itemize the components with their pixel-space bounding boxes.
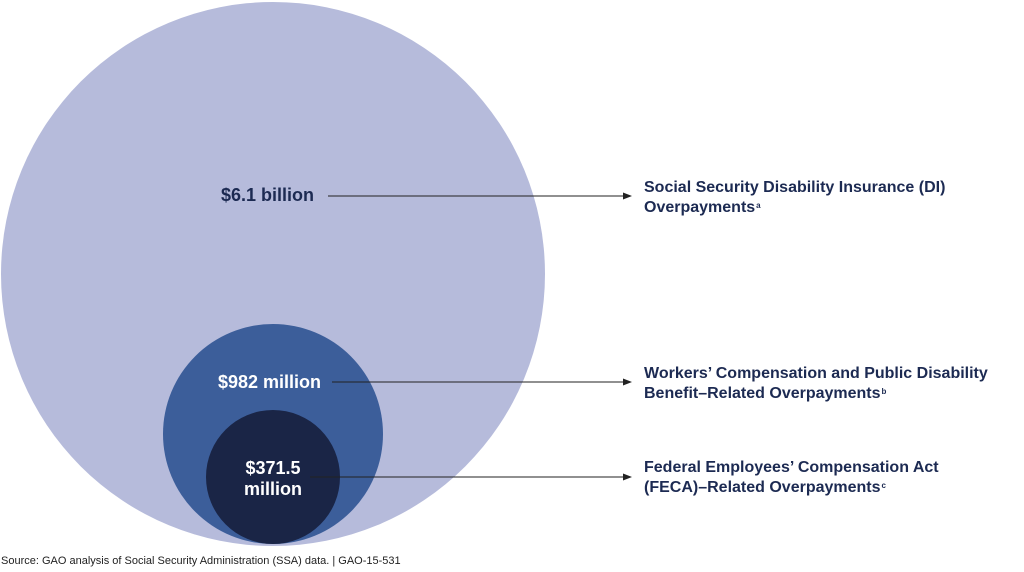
feca-value-label: $371.5 million <box>233 458 313 500</box>
feca-leader-arrowhead <box>623 473 632 481</box>
feca-value-line1: $371.5 <box>245 458 301 478</box>
di-category-line2: Overpaymentsa <box>644 199 761 216</box>
di-category-line1: Social Security Disability Insurance (DI… <box>644 179 946 196</box>
di-footnote-marker: a <box>756 201 761 210</box>
di-leader-arrowhead <box>623 192 632 200</box>
di-category-label: Social Security Disability Insurance (DI… <box>644 178 945 218</box>
feca-category-line1: Federal Employees’ Compensation Act <box>644 459 939 476</box>
di-overpayments-circle <box>1 2 545 546</box>
source-note: Source: GAO analysis of Social Security … <box>1 555 401 567</box>
di-value-label: $6.1 billion <box>221 185 315 205</box>
feca-value-line2: million <box>244 479 302 499</box>
workers-comp-footnote-marker: b <box>881 387 887 396</box>
feca-footnote-marker: c <box>881 481 886 490</box>
workers-comp-category-label: Workers’ Compensation and Public Disabil… <box>644 364 988 404</box>
feca-category-line2: (FECA)–Related Overpaymentsc <box>644 479 886 496</box>
feca-overpayments-circle <box>206 410 340 544</box>
workers-comp-leader-arrowhead <box>623 378 632 386</box>
workers-comp-value-label: $982 million <box>218 372 322 392</box>
workers-comp-category-line2: Benefit–Related Overpaymentsb <box>644 385 887 402</box>
workers-comp-category-line1: Workers’ Compensation and Public Disabil… <box>644 365 988 382</box>
feca-category-label: Federal Employees’ Compensation Act (FEC… <box>644 458 939 498</box>
